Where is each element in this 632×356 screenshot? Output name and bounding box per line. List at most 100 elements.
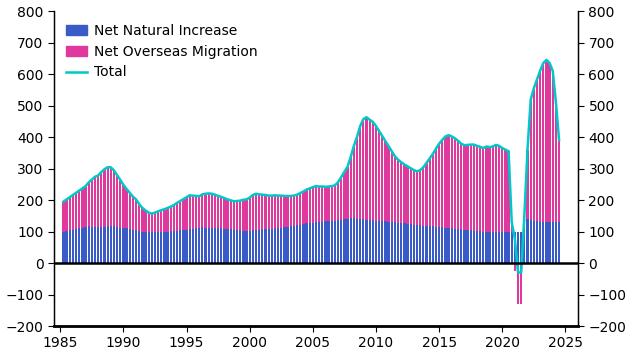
Bar: [476, 146, 478, 231]
Bar: [473, 145, 475, 231]
Bar: [66, 231, 68, 263]
Bar: [391, 222, 393, 263]
Bar: [454, 229, 456, 263]
Bar: [179, 201, 181, 230]
Bar: [122, 229, 125, 263]
Bar: [545, 222, 547, 263]
Bar: [397, 223, 399, 263]
Bar: [293, 196, 295, 226]
Bar: [163, 232, 166, 263]
Bar: [343, 219, 346, 263]
Bar: [337, 220, 339, 263]
Bar: [372, 122, 374, 220]
Bar: [378, 131, 380, 221]
Bar: [447, 135, 450, 228]
Bar: [226, 199, 229, 229]
Bar: [147, 232, 150, 263]
Bar: [179, 230, 181, 263]
Bar: [451, 136, 453, 229]
Bar: [406, 224, 409, 263]
Bar: [289, 226, 292, 263]
Bar: [530, 220, 532, 263]
Bar: [410, 168, 412, 224]
Bar: [549, 63, 550, 222]
Bar: [191, 196, 194, 229]
Bar: [94, 227, 96, 263]
Bar: [274, 195, 276, 229]
Bar: [201, 227, 204, 263]
Bar: [141, 231, 143, 263]
Bar: [258, 194, 260, 230]
Bar: [463, 145, 466, 230]
Bar: [82, 228, 83, 263]
Bar: [463, 230, 466, 263]
Bar: [428, 158, 431, 226]
Bar: [507, 231, 510, 263]
Bar: [362, 219, 365, 263]
Bar: [173, 231, 175, 263]
Bar: [163, 209, 166, 232]
Bar: [261, 229, 264, 263]
Bar: [176, 203, 178, 231]
Bar: [270, 229, 273, 263]
Bar: [236, 201, 238, 230]
Bar: [223, 198, 226, 229]
Bar: [413, 225, 415, 263]
Bar: [122, 185, 125, 229]
Bar: [147, 213, 150, 232]
Bar: [223, 229, 226, 263]
Bar: [283, 196, 286, 227]
Bar: [308, 223, 311, 263]
Bar: [188, 195, 191, 229]
Bar: [308, 188, 311, 223]
Bar: [444, 228, 447, 263]
Bar: [305, 190, 308, 223]
Bar: [542, 63, 544, 222]
Bar: [441, 140, 444, 227]
Bar: [94, 177, 96, 227]
Bar: [302, 224, 305, 263]
Bar: [166, 208, 169, 231]
Bar: [135, 199, 137, 230]
Bar: [479, 231, 482, 263]
Bar: [526, 150, 528, 219]
Bar: [264, 195, 267, 229]
Bar: [428, 226, 431, 263]
Bar: [166, 231, 169, 263]
Bar: [264, 229, 267, 263]
Bar: [416, 171, 418, 225]
Bar: [372, 220, 374, 263]
Bar: [321, 187, 324, 222]
Bar: [514, 231, 516, 263]
Bar: [489, 231, 491, 263]
Bar: [482, 231, 485, 263]
Bar: [274, 229, 276, 263]
Bar: [289, 196, 292, 226]
Bar: [160, 210, 162, 232]
Bar: [69, 230, 71, 263]
Bar: [233, 201, 235, 230]
Bar: [425, 226, 428, 263]
Bar: [220, 197, 222, 229]
Bar: [217, 228, 219, 263]
Bar: [457, 229, 459, 263]
Legend: Net Natural Increase, Net Overseas Migration, Total: Net Natural Increase, Net Overseas Migra…: [61, 18, 264, 85]
Bar: [523, 216, 525, 222]
Bar: [100, 172, 102, 227]
Bar: [176, 231, 178, 263]
Bar: [356, 137, 358, 219]
Bar: [555, 222, 557, 263]
Bar: [400, 162, 403, 223]
Bar: [119, 180, 121, 228]
Bar: [410, 224, 412, 263]
Bar: [432, 154, 434, 226]
Bar: [552, 222, 554, 263]
Bar: [419, 225, 422, 263]
Bar: [438, 227, 441, 263]
Bar: [245, 231, 248, 263]
Bar: [210, 194, 213, 228]
Bar: [501, 148, 504, 231]
Bar: [473, 231, 475, 263]
Bar: [258, 230, 260, 263]
Bar: [280, 196, 283, 228]
